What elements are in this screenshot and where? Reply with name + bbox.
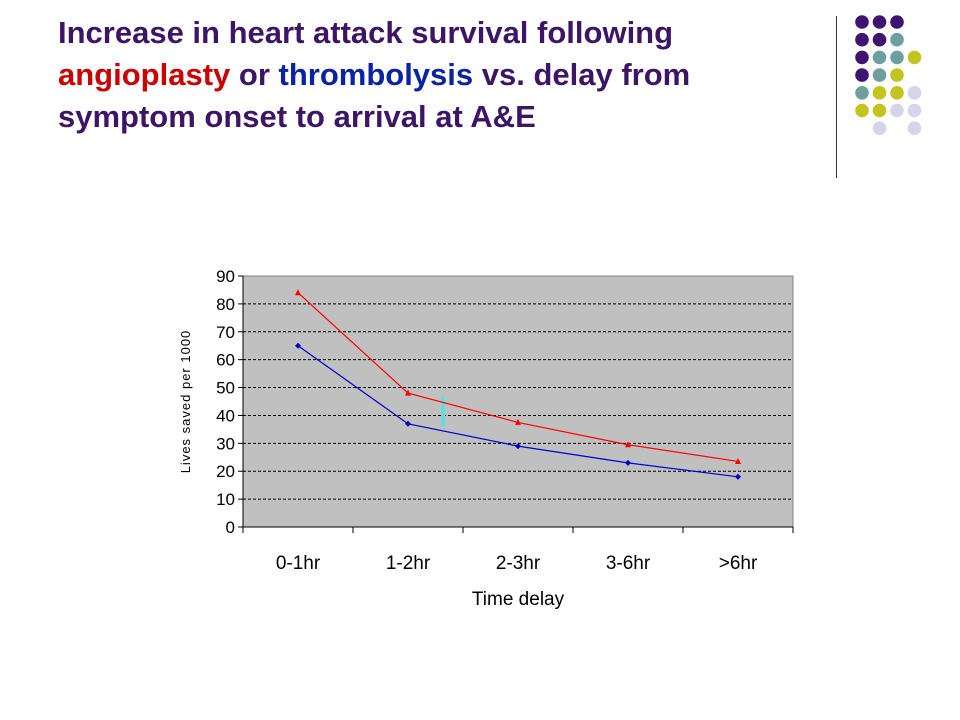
decor-dot: [890, 103, 904, 118]
decor-dot: [907, 121, 922, 135]
x-tick-label: 1-2hr: [386, 553, 431, 574]
y-axis-label: Lives saved per 1000: [178, 330, 193, 474]
decor-dot: [872, 68, 887, 82]
title-segment-4: vs. delay from symptom onset to arrival …: [58, 57, 691, 134]
y-tick-label: 50: [216, 379, 235, 398]
title-segment-3: thrombolysis: [278, 57, 474, 92]
data-point-s0-2: [515, 418, 521, 425]
data-point-s0-4: [735, 457, 741, 464]
decor-dot: [890, 15, 904, 29]
x-tick-label: 0-1hr: [276, 553, 321, 574]
data-point-s1-0: [295, 342, 301, 349]
decor-dot: [855, 68, 869, 82]
decor-dot: [907, 103, 922, 118]
x-axis-label: Time delay: [472, 589, 565, 610]
decor-dot: [872, 86, 887, 100]
title-segment-2: or: [230, 57, 279, 92]
decor-dot: [872, 50, 887, 65]
decor-dot: [855, 50, 869, 65]
decor-dot: [872, 32, 887, 47]
plot-area: [242, 275, 794, 528]
y-tick-label: 40: [216, 406, 235, 425]
slide-title: Increase in heart attack survival follow…: [58, 12, 828, 138]
decor-dot: [855, 103, 869, 118]
x-tick-label: 2-3hr: [496, 553, 541, 574]
decor-dot: [890, 32, 904, 47]
y-tick-label: 80: [216, 295, 235, 314]
data-point-s1-2: [515, 443, 521, 450]
decor-dot: [855, 15, 869, 29]
decor-dot: [855, 32, 869, 47]
decor-dot: [872, 103, 887, 118]
decor-dot: [890, 50, 904, 65]
title-segment-1: angioplasty: [58, 57, 231, 92]
decor-dot: [855, 86, 869, 100]
data-point-s0-3: [625, 441, 631, 448]
x-tick-label: 3-6hr: [606, 553, 651, 574]
data-point-s1-1: [405, 420, 411, 427]
data-point-s1-3: [625, 459, 631, 466]
y-tick-label: 90: [216, 267, 235, 286]
decorative-dot-grid: [855, 15, 922, 135]
y-tick-label: 70: [216, 323, 235, 342]
y-tick-label: 10: [216, 490, 235, 509]
title-segment-0: Increase in heart attack survival follow…: [58, 15, 674, 50]
decor-dot: [872, 121, 887, 135]
decor-dot: [907, 50, 922, 65]
y-tick-label: 20: [216, 462, 235, 481]
data-point-s1-4: [735, 473, 741, 480]
difference-highlight-bar: [441, 395, 445, 427]
y-tick-label: 0: [226, 518, 235, 537]
decor-dot: [872, 15, 887, 29]
data-point-s0-0: [295, 289, 301, 296]
decor-dot: [890, 68, 904, 82]
decor-dot: [890, 86, 904, 100]
y-tick-label: 30: [216, 434, 235, 453]
data-point-s0-1: [405, 389, 411, 396]
decor-dot: [907, 86, 922, 100]
title-divider: [836, 16, 837, 178]
x-tick-label: >6hr: [719, 553, 758, 574]
y-tick-label: 60: [216, 351, 235, 370]
